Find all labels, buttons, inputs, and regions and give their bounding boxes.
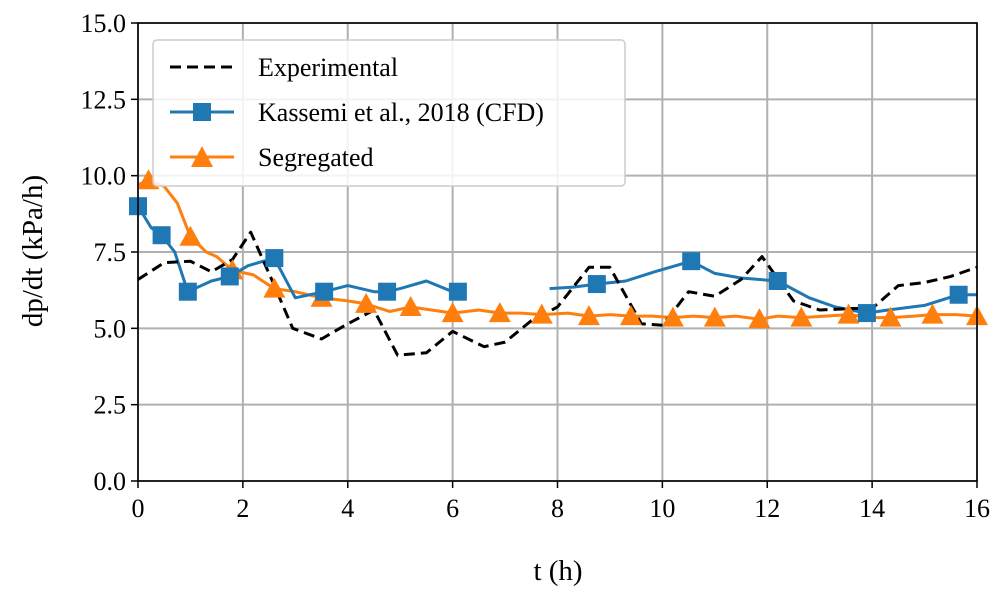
- x-tick-label: 12: [754, 494, 780, 523]
- x-tick-label: 16: [964, 494, 990, 523]
- legend-marker-segregated: [191, 146, 213, 167]
- x-tick-label: 8: [551, 494, 564, 523]
- data-point-square: [152, 226, 171, 245]
- data-point-square: [378, 282, 397, 301]
- data-point-triangle: [530, 303, 553, 324]
- series-line-kassemi-et-al-2018-cfd-0: [136, 205, 458, 300]
- legend-label-experimental: Experimental: [258, 53, 398, 82]
- data-point-square: [587, 275, 606, 294]
- data-point-triangle: [879, 306, 902, 327]
- legend: Experimental Kassemi et al., 2018 (CFD) …: [152, 39, 626, 187]
- x-tick-label: 0: [132, 494, 145, 523]
- data-point-triangle: [837, 303, 860, 324]
- data-point-square: [768, 272, 787, 291]
- y-tick-label: 10.0: [81, 162, 127, 191]
- x-tick-label: 2: [236, 494, 249, 523]
- x-tick-label: 4: [341, 494, 354, 523]
- legend-label-kassemi: Kassemi et al., 2018 (CFD): [258, 98, 544, 127]
- x-axis-title: t (h): [533, 555, 582, 587]
- data-point-triangle: [661, 306, 684, 327]
- data-point-square: [949, 285, 968, 304]
- data-point-square: [448, 282, 467, 301]
- legend-marker-kassemi: [193, 103, 211, 121]
- data-point-triangle: [577, 305, 600, 326]
- data-point-square: [857, 304, 876, 323]
- y-tick-label: 12.5: [81, 85, 127, 114]
- y-tick-label: 5.0: [94, 314, 127, 343]
- series-line-kassemi-et-al-2018-cfd-1: [549, 259, 977, 315]
- y-axis-title: dp/dt (kPa/h): [17, 175, 49, 327]
- data-point-triangle: [703, 306, 726, 327]
- y-tick-label: 0.0: [94, 467, 127, 496]
- data-point-triangle: [488, 302, 511, 323]
- data-point-square: [220, 267, 239, 286]
- data-point-triangle: [748, 308, 771, 329]
- data-point-square: [178, 282, 197, 301]
- y-tick-label: 2.5: [94, 391, 127, 420]
- data-point-triangle: [263, 277, 286, 298]
- data-point-triangle: [441, 302, 464, 323]
- data-point-triangle: [790, 306, 813, 327]
- data-point-triangle: [619, 305, 642, 326]
- data-point-square: [265, 249, 284, 268]
- data-point-triangle: [399, 295, 422, 316]
- y-tick-label: 15.0: [81, 9, 127, 38]
- data-point-triangle: [921, 303, 944, 324]
- legend-box: [152, 39, 626, 187]
- axis-ticks: 0 2 4 6 8 10 12 14 16 0.0 2.5 5.0 7.5 10.0 12.5 15.0: [81, 9, 991, 523]
- data-point-triangle: [355, 292, 378, 313]
- data-point-square: [315, 282, 334, 301]
- x-tick-label: 10: [649, 494, 675, 523]
- x-tick-label: 14: [859, 494, 885, 523]
- x-tick-label: 6: [446, 494, 459, 523]
- data-point-triangle: [179, 225, 202, 246]
- legend-label-segregated: Segregated: [258, 143, 374, 172]
- data-point-square: [682, 252, 701, 271]
- y-tick-label: 7.5: [94, 238, 127, 267]
